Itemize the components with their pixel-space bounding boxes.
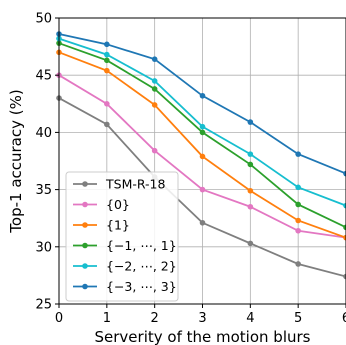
legend-item: TSM-R-18 [73, 177, 166, 192]
y-tick-label: 40 [35, 126, 52, 141]
x-tick-label: 3 [198, 311, 206, 326]
legend-item: {−1, ⋯, 1} [73, 238, 177, 253]
data-point [199, 153, 206, 160]
legend-marker [82, 242, 88, 249]
y-axis-label: Top-1 accuracy (%) [7, 89, 25, 233]
data-point [104, 67, 110, 74]
data-point [199, 186, 206, 193]
data-point [295, 151, 301, 157]
x-tick-label: 1 [103, 311, 111, 326]
data-point [343, 273, 346, 280]
data-point [247, 161, 254, 168]
data-point [104, 41, 110, 48]
data-point [343, 224, 346, 231]
legend-item: {1} [73, 218, 130, 233]
series-3 [56, 40, 346, 231]
data-point [295, 184, 301, 191]
x-tick-label: 4 [246, 311, 254, 326]
legend-item: {−3, ⋯, 3} [73, 279, 177, 294]
legend-label: {−1, ⋯, 1} [106, 238, 177, 253]
y-tick-label: 35 [35, 183, 52, 198]
y-tick-label: 45 [35, 69, 52, 84]
data-point [247, 187, 254, 194]
legend-label: {−3, ⋯, 3} [106, 279, 177, 294]
data-point [343, 202, 346, 209]
data-point [247, 203, 254, 210]
legend-item: {0} [73, 197, 130, 212]
y-tick-label: 30 [35, 240, 52, 255]
data-point [151, 56, 158, 62]
data-point [343, 234, 346, 241]
data-point [295, 261, 301, 267]
data-point [199, 219, 206, 226]
legend: TSM-R-18 {0} {1} {−1, ⋯, 1} {−2, ⋯, 2} {−3, ⋯… [65, 171, 179, 302]
data-point [104, 51, 110, 58]
legend-marker [82, 222, 88, 228]
data-point [104, 57, 110, 64]
data-point [151, 78, 158, 84]
series-2 [56, 49, 346, 241]
series-1 [56, 72, 346, 241]
data-point [151, 86, 158, 92]
data-point [104, 101, 110, 107]
series-4 [56, 35, 346, 209]
x-tick-label: 2 [151, 311, 159, 326]
data-point [104, 121, 110, 128]
axis-ticks: 0123456253035404550 [35, 12, 346, 326]
legend-item: {−2, ⋯, 2} [73, 259, 177, 274]
series-5 [56, 31, 346, 177]
legend-marker [82, 283, 88, 290]
y-tick-label: 50 [35, 12, 52, 27]
legend-marker [82, 201, 88, 208]
legend-marker [82, 263, 88, 269]
data-point [151, 102, 158, 108]
data-point [247, 240, 254, 247]
legend-label: TSM-R-18 [105, 177, 166, 192]
data-point [343, 170, 346, 177]
data-point [247, 119, 254, 125]
data-point [199, 129, 206, 136]
data-point [295, 217, 301, 224]
legend-label: {−2, ⋯, 2} [106, 259, 177, 274]
data-point [295, 227, 301, 234]
x-tick-label: 5 [294, 311, 302, 326]
data-point [199, 92, 206, 99]
data-point [151, 147, 158, 154]
x-tick-label: 0 [55, 311, 63, 326]
y-tick-label: 25 [35, 298, 52, 313]
data-point [199, 123, 206, 130]
data-point [247, 151, 254, 157]
legend-label: {1} [106, 218, 130, 233]
data-point [295, 201, 301, 208]
x-tick-label: 6 [342, 311, 346, 326]
legend-marker [82, 181, 88, 187]
series-lines [56, 31, 346, 280]
x-axis-label: Serverity of the motion blurs [95, 328, 311, 345]
legend-label: {0} [106, 197, 130, 212]
